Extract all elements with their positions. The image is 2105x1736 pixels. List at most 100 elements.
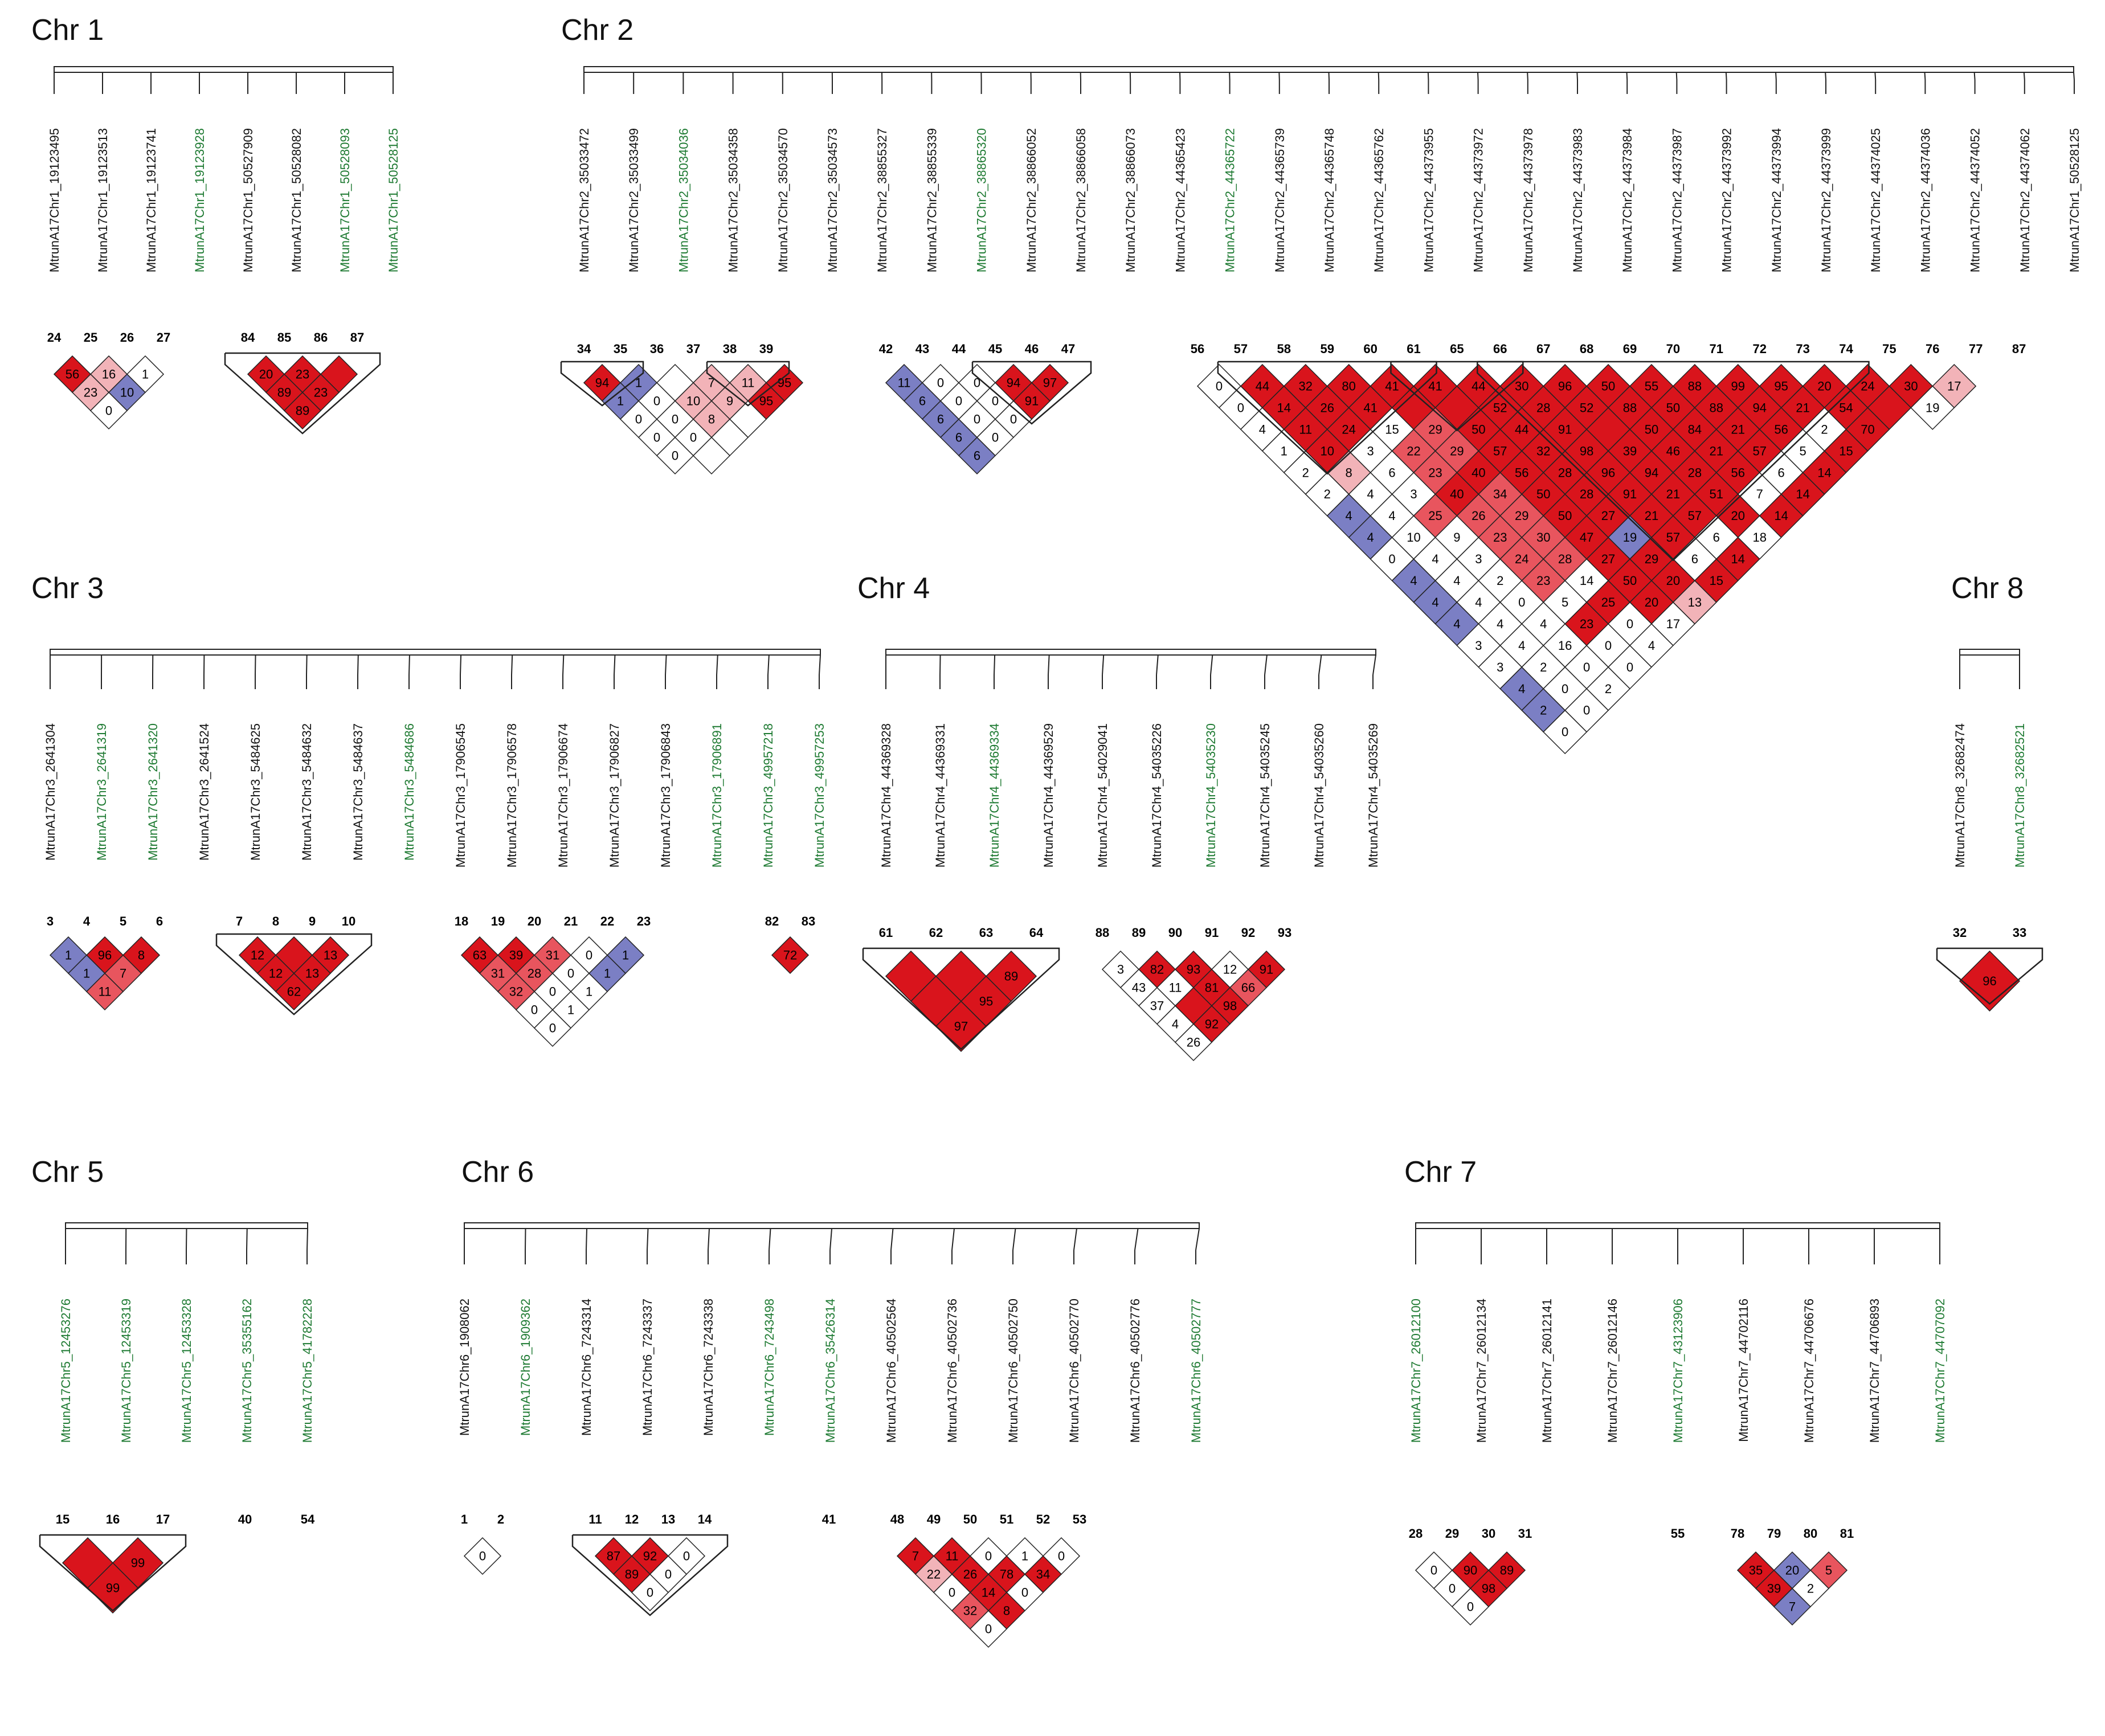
svg-text:28: 28 (1536, 400, 1550, 415)
svg-text:96: 96 (98, 948, 112, 963)
snp-label: MtrunA17Chr6_7243498 (762, 1299, 776, 1436)
svg-text:0: 0 (955, 394, 962, 408)
svg-text:51: 51 (1710, 487, 1723, 501)
svg-text:89: 89 (277, 386, 291, 400)
svg-text:4: 4 (1259, 422, 1266, 436)
ld-cell: 11 (85, 972, 124, 1011)
svg-text:5: 5 (1825, 1563, 1832, 1578)
svg-text:21: 21 (1710, 444, 1723, 458)
snp-connector (1073, 1228, 1077, 1251)
chr6-ld-block-0: 1 2 0 (461, 1512, 504, 1575)
svg-text:4: 4 (1367, 530, 1374, 544)
svg-text:13: 13 (305, 967, 319, 981)
marker-index: 40 (238, 1512, 252, 1526)
marker-index: 54 (301, 1512, 315, 1526)
svg-text:14: 14 (1796, 487, 1809, 501)
svg-text:0: 0 (672, 412, 678, 427)
svg-text:22: 22 (1407, 444, 1420, 458)
chr7-title: Chr 7 (1404, 1156, 1477, 1189)
snp-label: MtrunA17Chr7_44706676 (1802, 1299, 1816, 1443)
snp-label: MtrunA17Chr4_54035230 (1204, 723, 1218, 867)
chr4-ld-block-0: 61 62 63 64 89 95 97 (879, 926, 1044, 1053)
snp-connector (1210, 654, 1213, 675)
chr6-panel: Chr 6 MtrunA17Chr6_1908062 MtrunA17Chr6_19… (457, 1156, 1203, 1648)
svg-text:99: 99 (106, 1581, 120, 1595)
marker-index: 3 (47, 914, 54, 928)
ld-cell: 0 (656, 436, 694, 475)
svg-text:1: 1 (1021, 1549, 1028, 1563)
svg-text:1: 1 (142, 367, 149, 382)
svg-text:17: 17 (1947, 379, 1961, 393)
svg-text:89: 89 (1004, 969, 1018, 984)
svg-text:91: 91 (1623, 487, 1637, 501)
snp-label: MtrunA17Chr4_54035245 (1258, 723, 1272, 867)
svg-text:0: 0 (1562, 682, 1568, 696)
svg-text:1: 1 (567, 1003, 574, 1017)
snp-label: MtrunA17Chr3_2641319 (95, 723, 109, 861)
svg-text:2: 2 (1807, 1582, 1814, 1596)
svg-text:11: 11 (1169, 981, 1182, 995)
svg-text:46: 46 (1666, 444, 1680, 458)
marker-index: 33 (2013, 926, 2026, 940)
snp-label: MtrunA17Chr3_17906674 (556, 723, 570, 867)
svg-text:13: 13 (324, 948, 337, 963)
marker-index: 10 (342, 914, 355, 928)
chr5-title: Chr 5 (31, 1156, 104, 1189)
snp-label: MtrunA17Chr5_41782228 (300, 1299, 314, 1443)
marker-index: 60 (1363, 342, 1377, 356)
svg-text:89: 89 (1500, 1563, 1514, 1578)
snp-label: MtrunA17Chr2_44365423 (1173, 128, 1187, 272)
snp-label: MtrunA17Chr3_17906545 (453, 723, 468, 867)
svg-text:94: 94 (1007, 376, 1020, 390)
marker-index: 30 (1482, 1526, 1495, 1541)
marker-index: 49 (927, 1512, 941, 1526)
snp-connector (1427, 72, 1429, 80)
chr3-physical-map (50, 649, 821, 689)
svg-text:19: 19 (1623, 530, 1637, 544)
marker-index: 39 (759, 342, 773, 356)
svg-text:6: 6 (974, 449, 980, 463)
svg-text:50: 50 (1472, 422, 1485, 436)
svg-text:21: 21 (1666, 487, 1680, 501)
svg-text:88: 88 (1710, 400, 1723, 415)
marker-index: 80 (1804, 1526, 1817, 1541)
snp-connector (255, 654, 256, 675)
svg-text:89: 89 (296, 404, 309, 418)
snp-label: MtrunA17Chr4_44369331 (933, 723, 947, 867)
marker-index: 51 (1000, 1512, 1013, 1526)
chr6-physical-map (464, 1222, 1200, 1264)
marker-index: 77 (1969, 342, 1983, 356)
svg-text:27: 27 (1601, 509, 1615, 523)
svg-text:0: 0 (992, 431, 999, 445)
svg-text:5: 5 (1799, 444, 1806, 458)
svg-text:0: 0 (1010, 412, 1017, 427)
snp-connector (819, 654, 821, 675)
svg-text:22: 22 (927, 1567, 941, 1582)
snp-connector (586, 1228, 587, 1251)
svg-text:97: 97 (1043, 376, 1057, 390)
ld-cell: 62 (275, 972, 313, 1011)
svg-text:5: 5 (1562, 595, 1568, 609)
svg-text:23: 23 (296, 367, 309, 382)
snp-label: MtrunA17Chr6_40502750 (1006, 1299, 1020, 1443)
svg-text:0: 0 (1467, 1600, 1474, 1614)
svg-text:13: 13 (1688, 595, 1702, 609)
ld-cell: 14 (1715, 537, 1760, 582)
ld-cell: 50 (1607, 558, 1653, 603)
marker-index: 83 (802, 914, 815, 928)
svg-text:39: 39 (509, 948, 523, 963)
chr2-ld-block-2: 56 57 58 59 60 61 65 66 67 68 69 70 71 72 73 74 75 76 77 87… (1191, 342, 2026, 755)
snp-label: MtrunA17Chr4_44369334 (987, 723, 1002, 867)
chr7-ld-block-1: 55 (1671, 1526, 1685, 1541)
svg-text:17: 17 (1666, 617, 1680, 631)
snp-label: MtrunA17Chr2_44373972 (1472, 128, 1486, 272)
svg-text:37: 37 (1150, 999, 1164, 1013)
svg-text:82: 82 (1150, 963, 1164, 977)
marker-index: 69 (1623, 342, 1637, 356)
snp-label: MtrunA17Chr7_44706893 (1867, 1299, 1882, 1443)
svg-text:0: 0 (1449, 1582, 1456, 1596)
marker-index: 52 (1036, 1512, 1050, 1526)
snp-connector (306, 654, 308, 675)
svg-text:50: 50 (1623, 574, 1637, 588)
chr3-panel: Chr 3 MtrunA17Chr3_2641304 MtrunA17Chr3_26… (31, 572, 827, 1047)
